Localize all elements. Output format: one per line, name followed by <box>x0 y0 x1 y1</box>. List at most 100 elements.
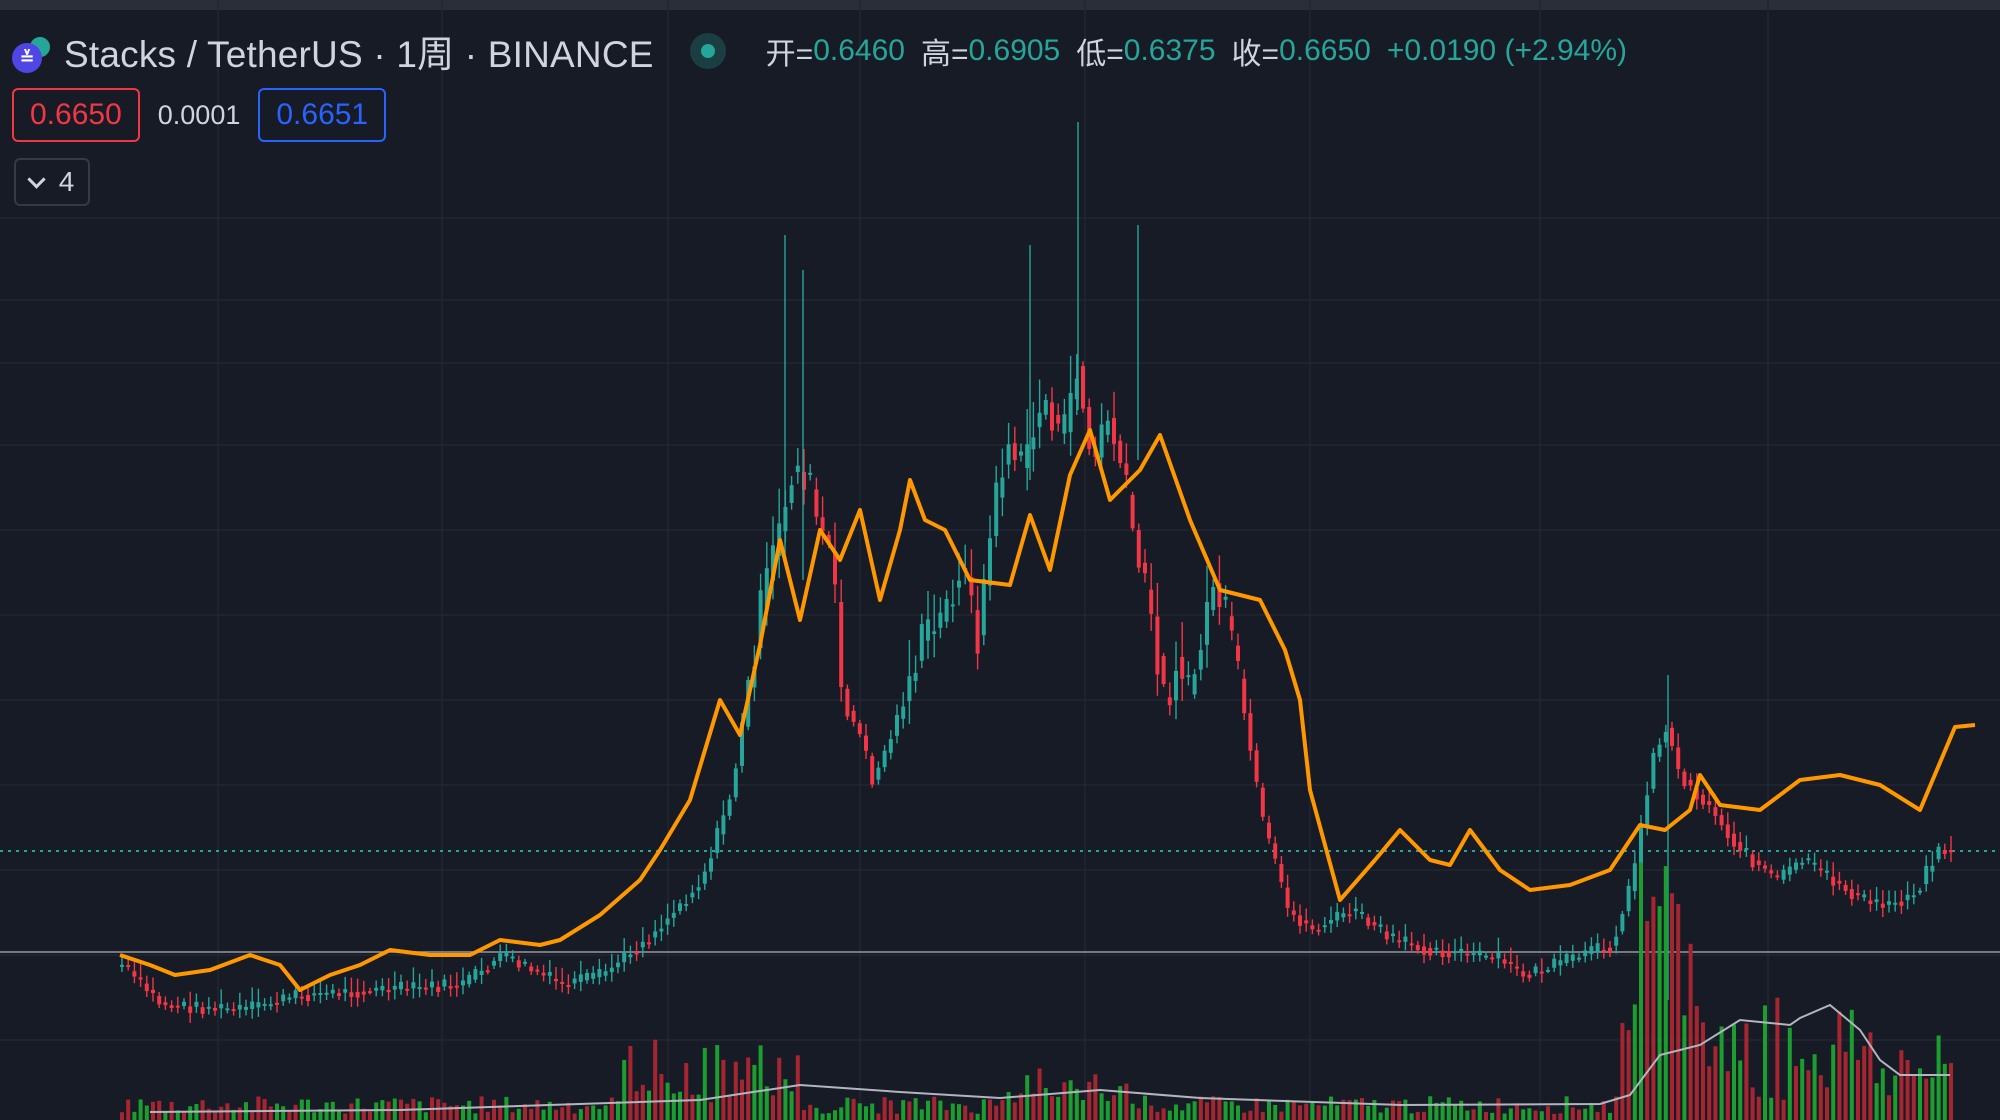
volume-bar <box>182 1111 186 1120</box>
candle-body <box>1397 940 1402 943</box>
volume-bar <box>1874 1083 1879 1120</box>
candle-body <box>175 1005 180 1008</box>
volume-bar <box>1701 1022 1705 1120</box>
volume-bar <box>733 1061 738 1120</box>
volume-bar <box>250 1110 255 1120</box>
candle-body <box>616 962 620 968</box>
volume-bar <box>1527 1108 1532 1120</box>
candle-body <box>1496 952 1501 959</box>
candle-body <box>1769 870 1774 874</box>
volume-bar <box>1198 1096 1203 1120</box>
candle-body <box>1682 771 1687 787</box>
candle-body <box>659 928 664 932</box>
volume-bar <box>1738 1060 1743 1120</box>
symbol-header: ≚ Stacks / TetherUS · 1周 · BINANCE 开= 0.… <box>12 26 1627 76</box>
candle-body <box>213 1007 217 1011</box>
volume-bar <box>1422 1111 1426 1120</box>
candle-body <box>1787 866 1792 875</box>
volume-bar <box>1434 1102 1439 1120</box>
indicators-collapse-button[interactable]: 4 <box>14 158 90 206</box>
volume-bar <box>1161 1108 1166 1120</box>
candle-body <box>1136 530 1141 568</box>
volume-bar <box>337 1110 341 1120</box>
candle-body <box>1694 788 1699 800</box>
volume-bar <box>287 1110 292 1120</box>
candle-body <box>1434 947 1439 950</box>
volume-bar <box>1372 1100 1377 1120</box>
candle-body <box>529 966 534 972</box>
open-label: 开= <box>765 38 814 71</box>
candle-body <box>535 969 540 972</box>
candle-body <box>1539 971 1544 974</box>
candle-body <box>1614 936 1619 946</box>
volume-bar <box>1174 1104 1178 1120</box>
candle-body <box>1508 961 1513 964</box>
candle-body <box>423 987 428 990</box>
volume-bar <box>1136 1108 1141 1120</box>
candle-body <box>1143 562 1147 574</box>
volume-bar <box>1093 1074 1098 1120</box>
candle-body <box>436 986 441 993</box>
candle-body <box>1260 787 1265 817</box>
candle-body <box>1050 402 1054 431</box>
volume-bar <box>1670 893 1674 1120</box>
candle-body <box>281 994 286 1002</box>
symbol-title[interactable]: Stacks / TetherUS · 1周 · BINANCE <box>64 34 654 75</box>
volume-bar <box>1732 1024 1736 1120</box>
volume-bar <box>423 1112 428 1120</box>
candle-body <box>1732 833 1736 847</box>
volume-bar <box>144 1105 149 1120</box>
volume-bar <box>120 1112 124 1120</box>
volume-bar <box>1403 1099 1408 1120</box>
candle-body <box>219 1004 224 1009</box>
volume-bar <box>603 1105 608 1120</box>
candle-body <box>1781 869 1786 880</box>
volume-bar <box>1949 1063 1953 1120</box>
volume-bar <box>151 1101 155 1120</box>
candle-body <box>324 992 329 995</box>
volume-bar <box>1744 1023 1749 1120</box>
candle-body <box>1043 400 1048 415</box>
volume-bar <box>219 1106 224 1120</box>
volume-bar <box>1856 1059 1860 1120</box>
volume-bar <box>1031 1093 1036 1120</box>
candle-body <box>237 1005 242 1010</box>
candle-body <box>1459 949 1464 953</box>
candle-body <box>1521 971 1526 977</box>
volume-bar <box>268 1106 273 1120</box>
candle-body <box>1062 414 1067 434</box>
candle-body <box>1570 954 1575 961</box>
candle-body <box>1515 966 1519 969</box>
candle-body <box>603 971 608 976</box>
candle-body <box>1353 908 1358 912</box>
candle-body <box>368 991 372 994</box>
volume-bar <box>1068 1080 1073 1120</box>
volume-bar <box>1577 1109 1581 1120</box>
buy-price-button[interactable]: 0.6651 <box>258 88 387 142</box>
candle-body <box>430 981 434 988</box>
candle-body <box>1198 650 1203 670</box>
volume-bar <box>1713 1046 1718 1120</box>
volume-bar <box>318 1109 323 1120</box>
volume-bar <box>1651 896 1656 1120</box>
volume-bar <box>727 1096 732 1120</box>
market-status-icon[interactable] <box>689 33 726 69</box>
candle-body <box>163 1002 168 1006</box>
candle-body <box>1806 858 1811 861</box>
candle-body <box>1930 865 1935 872</box>
candle-body <box>820 517 825 532</box>
candle-body <box>374 987 379 991</box>
volume-bar <box>343 1113 348 1120</box>
candle-body <box>988 538 992 586</box>
stacks-coin-icon: ≚ <box>12 31 52 73</box>
volume-bar <box>1316 1105 1321 1120</box>
candle-body <box>510 956 515 959</box>
candle-body <box>1440 950 1445 958</box>
volume-bar <box>1756 1096 1761 1120</box>
volume-bar <box>442 1102 447 1120</box>
sell-price-button[interactable]: 0.6650 <box>12 88 140 142</box>
candle-body <box>1502 959 1507 964</box>
candle-body <box>938 612 943 628</box>
candle-body <box>1236 645 1240 661</box>
